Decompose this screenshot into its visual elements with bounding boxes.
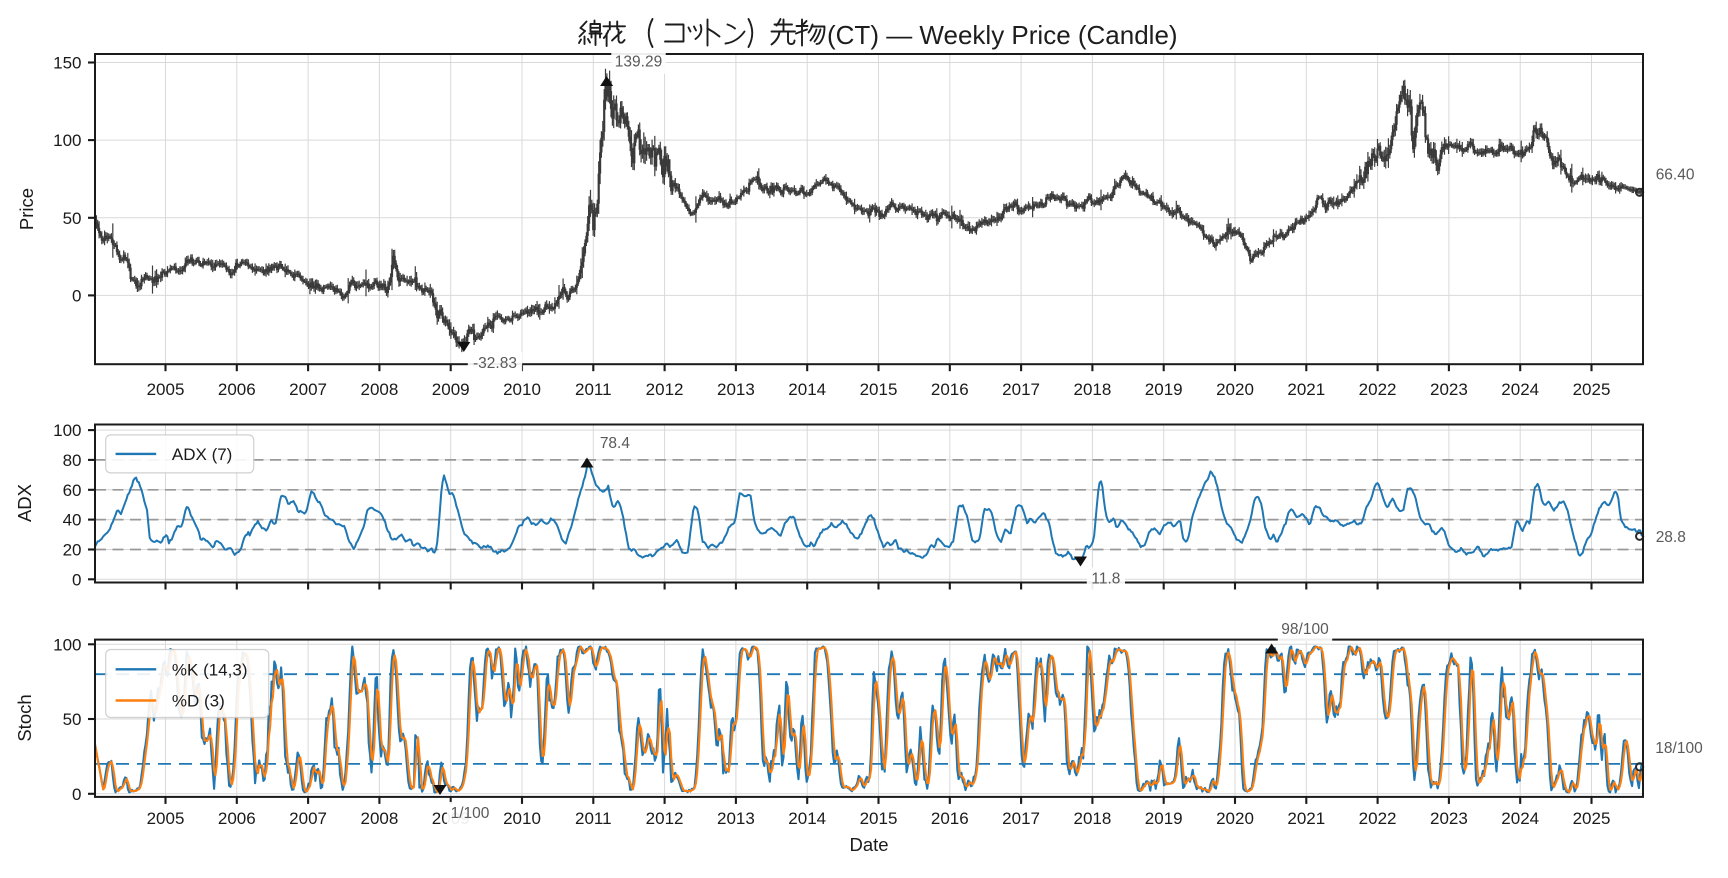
svg-text:50: 50 bbox=[63, 710, 82, 729]
svg-text:50: 50 bbox=[63, 209, 82, 228]
svg-text:100: 100 bbox=[53, 131, 81, 150]
svg-text:78.4: 78.4 bbox=[600, 435, 631, 452]
svg-text:2010: 2010 bbox=[503, 380, 541, 399]
svg-text:2008: 2008 bbox=[360, 809, 398, 828]
svg-text:2014: 2014 bbox=[788, 380, 826, 399]
svg-text:1/100: 1/100 bbox=[451, 805, 490, 822]
svg-text:ADX (7): ADX (7) bbox=[172, 445, 232, 464]
svg-text:2020: 2020 bbox=[1216, 380, 1254, 399]
svg-text:98/100: 98/100 bbox=[1281, 621, 1329, 638]
svg-text:28.8: 28.8 bbox=[1656, 529, 1686, 546]
svg-text:2012: 2012 bbox=[646, 809, 684, 828]
svg-text:%K (14,3): %K (14,3) bbox=[172, 660, 248, 679]
svg-text:2013: 2013 bbox=[717, 809, 755, 828]
svg-text:2008: 2008 bbox=[360, 380, 398, 399]
svg-text:2019: 2019 bbox=[1145, 380, 1183, 399]
svg-text:2007: 2007 bbox=[289, 380, 327, 399]
svg-text:2005: 2005 bbox=[147, 380, 185, 399]
svg-text:2009: 2009 bbox=[432, 380, 470, 399]
svg-text:2011: 2011 bbox=[575, 380, 612, 399]
svg-text:Stoch: Stoch bbox=[14, 694, 35, 741]
svg-text:80: 80 bbox=[63, 451, 82, 470]
svg-text:2017: 2017 bbox=[1002, 809, 1040, 828]
svg-text:2015: 2015 bbox=[860, 809, 898, 828]
svg-text:18/100: 18/100 bbox=[1655, 740, 1703, 757]
svg-text:100: 100 bbox=[53, 635, 81, 654]
svg-text:2023: 2023 bbox=[1430, 809, 1468, 828]
svg-text:2022: 2022 bbox=[1359, 809, 1397, 828]
svg-text:2005: 2005 bbox=[147, 809, 185, 828]
svg-text:2024: 2024 bbox=[1501, 380, 1539, 399]
svg-text:2016: 2016 bbox=[931, 380, 969, 399]
svg-text:2007: 2007 bbox=[289, 809, 327, 828]
svg-text:11.8: 11.8 bbox=[1091, 571, 1120, 588]
svg-text:0: 0 bbox=[72, 785, 81, 804]
svg-text:2016: 2016 bbox=[931, 809, 969, 828]
svg-text:2021: 2021 bbox=[1287, 380, 1325, 399]
svg-text:2018: 2018 bbox=[1073, 380, 1111, 399]
svg-text:2025: 2025 bbox=[1573, 809, 1611, 828]
svg-text:150: 150 bbox=[53, 54, 81, 73]
svg-text:2014: 2014 bbox=[788, 809, 826, 828]
svg-text:2010: 2010 bbox=[503, 809, 541, 828]
svg-text:Price: Price bbox=[16, 188, 37, 230]
svg-text:Date: Date bbox=[849, 834, 888, 855]
svg-text:2023: 2023 bbox=[1430, 380, 1468, 399]
svg-text:-32.83: -32.83 bbox=[473, 355, 517, 372]
svg-text:2025: 2025 bbox=[1573, 380, 1611, 399]
svg-text:0: 0 bbox=[72, 286, 81, 305]
svg-text:100: 100 bbox=[53, 421, 81, 440]
svg-text:2024: 2024 bbox=[1501, 809, 1539, 828]
svg-text:2019: 2019 bbox=[1145, 809, 1183, 828]
svg-text:40: 40 bbox=[63, 511, 82, 530]
svg-text:2006: 2006 bbox=[218, 380, 256, 399]
svg-text:ADX: ADX bbox=[14, 484, 35, 522]
svg-text:2018: 2018 bbox=[1073, 809, 1111, 828]
svg-text:2021: 2021 bbox=[1287, 809, 1325, 828]
svg-text:2017: 2017 bbox=[1002, 380, 1040, 399]
svg-text:2015: 2015 bbox=[860, 380, 898, 399]
svg-text:2022: 2022 bbox=[1359, 380, 1397, 399]
svg-text:66.40: 66.40 bbox=[1656, 167, 1695, 184]
svg-text:139.29: 139.29 bbox=[615, 54, 662, 71]
svg-text:%D (3): %D (3) bbox=[172, 692, 225, 711]
svg-text:(CT) — Weekly Price (Candle): (CT) — Weekly Price (Candle) bbox=[827, 20, 1178, 50]
svg-text:2006: 2006 bbox=[218, 809, 256, 828]
svg-text:2012: 2012 bbox=[646, 380, 684, 399]
svg-text:2011: 2011 bbox=[575, 809, 612, 828]
svg-text:20: 20 bbox=[63, 541, 82, 560]
svg-text:2020: 2020 bbox=[1216, 809, 1254, 828]
svg-text:60: 60 bbox=[63, 481, 82, 500]
svg-text:2013: 2013 bbox=[717, 380, 755, 399]
svg-text:0: 0 bbox=[72, 570, 81, 589]
